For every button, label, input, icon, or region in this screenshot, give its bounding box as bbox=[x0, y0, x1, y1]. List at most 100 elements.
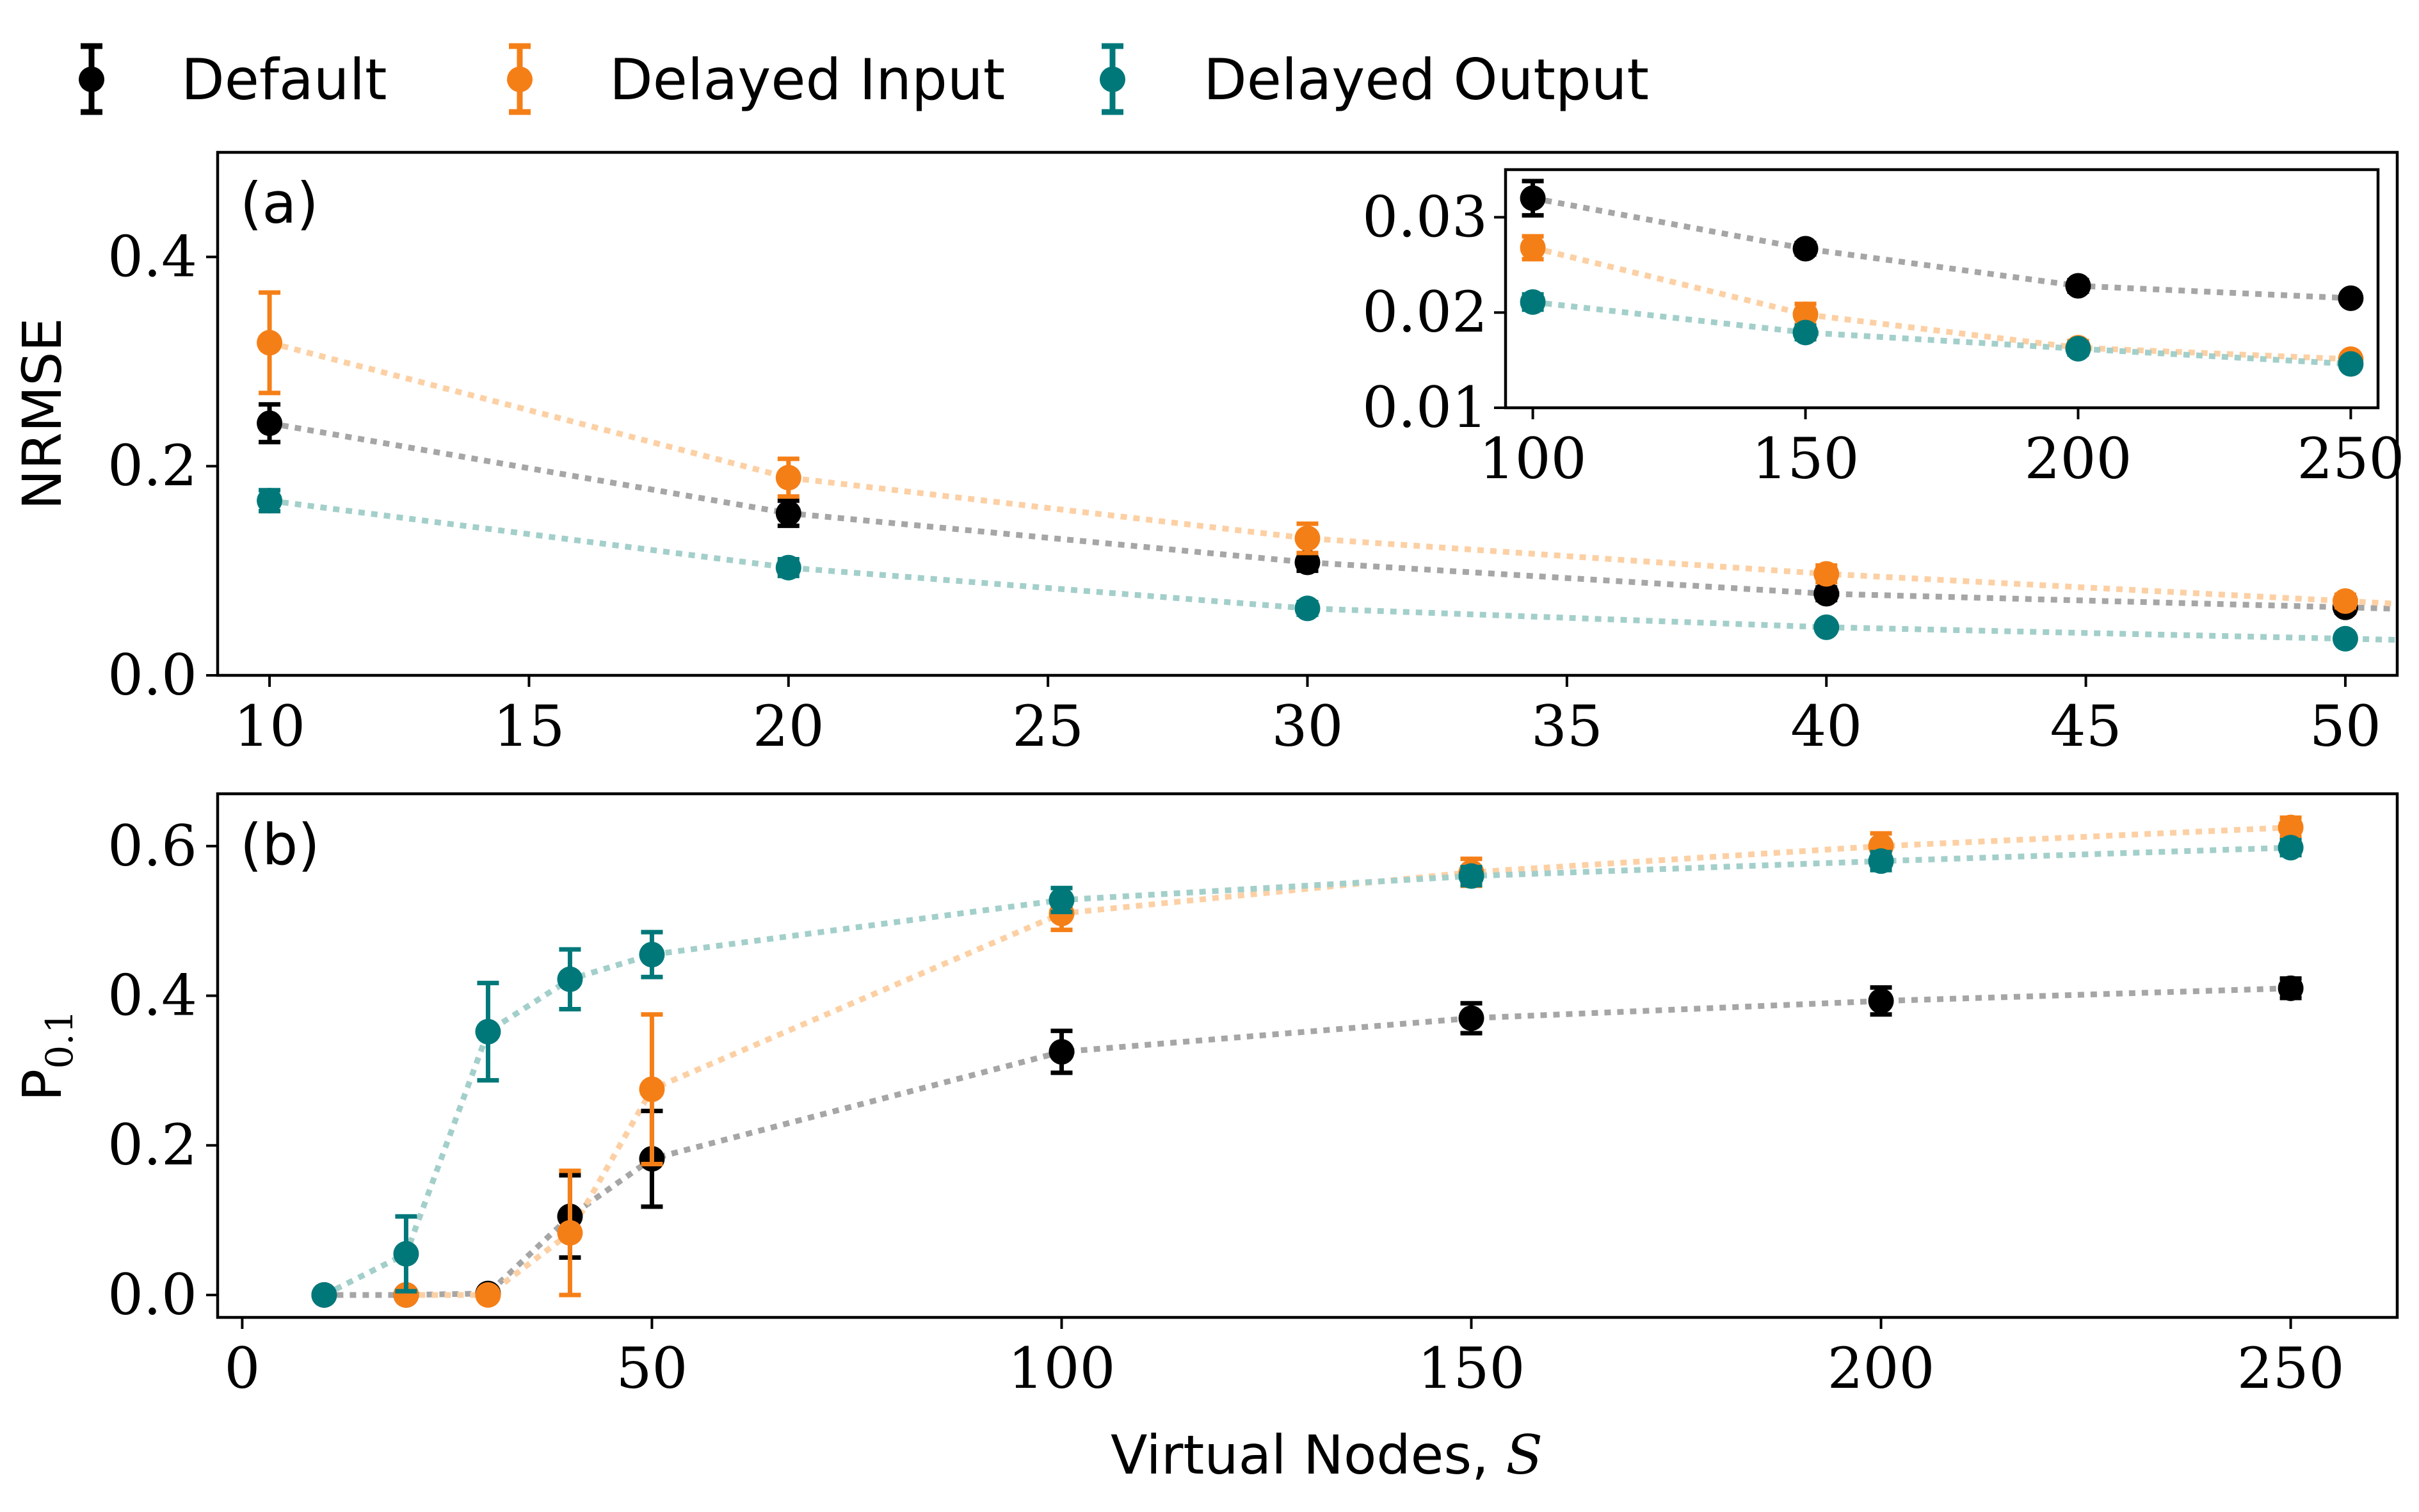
legend-entry-delayed-input: Delayed Input bbox=[507, 43, 1005, 115]
panel-a-delayed-output-20-point bbox=[775, 554, 801, 581]
panel-b-delayed-output-200-point bbox=[1868, 848, 1894, 874]
panel-a-default-20-point bbox=[775, 500, 801, 526]
panel-b: 0 50 100 150 200 250 0.0 0.2 0.4 0.6 (b) P0.1 Virtua… bbox=[11, 792, 2399, 1486]
panel-a-delayed-output-40-point bbox=[1813, 614, 1840, 640]
panel-b-xtick-label-250: 250 bbox=[2237, 1335, 2345, 1401]
inset-delayed-output-100-point bbox=[1520, 289, 1546, 315]
panel-b-label: (b) bbox=[240, 812, 320, 878]
panel-b-delayed-output-10-point bbox=[311, 1282, 337, 1308]
panel-b-xlabel-symbol: S bbox=[1506, 1424, 1543, 1486]
panel-b-ytick-label-0-6: 0.6 bbox=[108, 813, 197, 879]
panel-b-xlabel: Virtual Nodes, S bbox=[1111, 1424, 1543, 1486]
panel-a-inset: 100 150 200 250 0.01 0.02 0.03 bbox=[1362, 163, 2404, 492]
panel-a-ytick-label-0-2: 0.2 bbox=[108, 433, 197, 499]
inset-delayed-input-150-point bbox=[1792, 302, 1819, 328]
panel-b-delayed-input-30-point bbox=[475, 1282, 501, 1308]
panel-a-line-delayed-output bbox=[269, 497, 2397, 643]
panel-a-delayed-input-10-point bbox=[257, 330, 283, 356]
inset-delayed-input-100-point bbox=[1520, 235, 1546, 261]
inset-xtick-label-200: 200 bbox=[2024, 426, 2132, 492]
panel-b-default-100-point bbox=[1049, 1039, 1075, 1065]
legend-label-delayed-input: Delayed Input bbox=[609, 47, 1005, 113]
panel-a-xtick-label-35: 35 bbox=[1531, 693, 1603, 759]
inset-line-default bbox=[1532, 195, 2351, 302]
legend-label-default: Default bbox=[181, 47, 387, 113]
panel-a-ytick-label-0-4: 0.4 bbox=[108, 223, 197, 289]
inset-line-delayed-output bbox=[1532, 299, 2351, 367]
inset-frame bbox=[1504, 168, 2380, 410]
panel-b-ytick-label-0-2: 0.2 bbox=[108, 1112, 197, 1178]
inset-xtick-label-150: 150 bbox=[1752, 426, 1860, 492]
inset-default-250-point bbox=[2338, 285, 2364, 311]
panel-b-xtick-label-100: 100 bbox=[1008, 1335, 1115, 1401]
inset-default-100-point bbox=[1520, 185, 1546, 211]
legend-marker-default bbox=[79, 67, 104, 92]
panel-a-xtick-label-45: 45 bbox=[2050, 693, 2122, 759]
panel-a-xtick-label-10: 10 bbox=[234, 693, 305, 759]
panel-a-line-default bbox=[269, 420, 2397, 612]
inset-xtick-label-250: 250 bbox=[2297, 426, 2404, 492]
panel-b-ytick-label-0: 0.0 bbox=[108, 1262, 197, 1328]
legend-entry-delayed-output: Delayed Output bbox=[1100, 43, 1649, 115]
panel-a-ytick-label-0: 0.0 bbox=[108, 642, 197, 708]
panel-b-xtick-label-0: 0 bbox=[224, 1335, 260, 1401]
panel-a-default-30-point bbox=[1294, 549, 1321, 575]
panel-a-delayed-input-50-point bbox=[2332, 588, 2358, 614]
panel-b-delayed-output-100-point bbox=[1049, 887, 1075, 913]
panel-b-delayed-output-20-point bbox=[393, 1241, 419, 1267]
panel-a-label: (a) bbox=[240, 170, 319, 236]
inset-ytick-label-0-02: 0.02 bbox=[1362, 279, 1488, 345]
panel-b-ylabel-sub: 0.1 bbox=[38, 1010, 81, 1069]
panel-a: 10 15 20 25 30 35 40 45 50 0.0 0.2 0.4 (a) NRMSE bbox=[11, 150, 2399, 759]
panel-a-delayed-input-20-point bbox=[775, 465, 801, 491]
legend-label-delayed-output: Delayed Output bbox=[1203, 47, 1649, 113]
legend-marker-delayed-input bbox=[507, 67, 533, 92]
inset-delayed-output-250-point bbox=[2338, 351, 2364, 377]
panel-a-default-40-point bbox=[1813, 581, 1840, 607]
panel-b-ytick-label-0-4: 0.4 bbox=[108, 963, 197, 1029]
panel-a-delayed-input-30-point bbox=[1294, 525, 1321, 551]
panel-a-xtick-label-15: 15 bbox=[493, 693, 565, 759]
panel-a-xtick-label-25: 25 bbox=[1012, 693, 1084, 759]
panel-b-delayed-output-250-point bbox=[2278, 835, 2304, 861]
legend: Default Delayed Input Delayed Output bbox=[79, 43, 1649, 115]
legend-entry-default: Default bbox=[79, 43, 387, 115]
inset-delayed-output-200-point bbox=[2065, 335, 2091, 362]
panel-b-xtick-label-150: 150 bbox=[1418, 1335, 1525, 1401]
panel-a-delayed-output-30-point bbox=[1294, 595, 1321, 622]
panel-b-xlabel-text: Virtual Nodes, bbox=[1111, 1424, 1506, 1486]
panel-b-ylabel-main: P bbox=[11, 1069, 74, 1102]
panel-a-ylabel: NRMSE bbox=[11, 318, 74, 510]
inset-default-200-point bbox=[2065, 273, 2091, 299]
inset-delayed-output-150-point bbox=[1792, 319, 1819, 346]
panel-a-xtick-label-30: 30 bbox=[1272, 693, 1344, 759]
inset-plot-area bbox=[1520, 179, 2364, 377]
panel-b-delayed-output-150-point bbox=[1458, 863, 1484, 889]
panel-a-plot-area bbox=[257, 290, 2397, 652]
panel-b-line-default bbox=[324, 985, 2291, 1298]
panel-a-delayed-output-10-point bbox=[257, 488, 283, 514]
panel-b-default-200-point bbox=[1868, 988, 1894, 1014]
legend-marker-delayed-output bbox=[1100, 67, 1125, 92]
panel-a-xtick-label-20: 20 bbox=[753, 693, 824, 759]
panel-b-line-delayed-output bbox=[323, 844, 2291, 1298]
panel-a-xtick-label-50: 50 bbox=[2310, 693, 2381, 759]
inset-xtick-label-100: 100 bbox=[1479, 426, 1587, 492]
panel-a-default-10-point bbox=[257, 410, 283, 437]
panel-b-xtick-label-200: 200 bbox=[1828, 1335, 1935, 1401]
panel-b-xtick-label-50: 50 bbox=[616, 1335, 687, 1401]
panel-b-delayed-output-40-point bbox=[557, 966, 583, 992]
panel-b-default-150-point bbox=[1458, 1005, 1484, 1031]
inset-ytick-label-0-03: 0.03 bbox=[1362, 184, 1488, 250]
panel-b-delayed-output-50-point bbox=[639, 942, 665, 968]
panel-b-delayed-input-50-point bbox=[639, 1076, 665, 1102]
panel-a-delayed-input-40-point bbox=[1813, 561, 1840, 587]
panel-b-delayed-output-30-point bbox=[475, 1018, 501, 1045]
panel-a-delayed-output-50-point bbox=[2332, 625, 2358, 652]
panel-a-xtick-label-40: 40 bbox=[1790, 693, 1862, 759]
panel-b-delayed-input-40-point bbox=[557, 1219, 583, 1246]
panel-a-line-delayed-input bbox=[268, 340, 2397, 607]
panel-b-default-250-point bbox=[2278, 975, 2304, 1001]
inset-default-150-point bbox=[1792, 236, 1819, 262]
